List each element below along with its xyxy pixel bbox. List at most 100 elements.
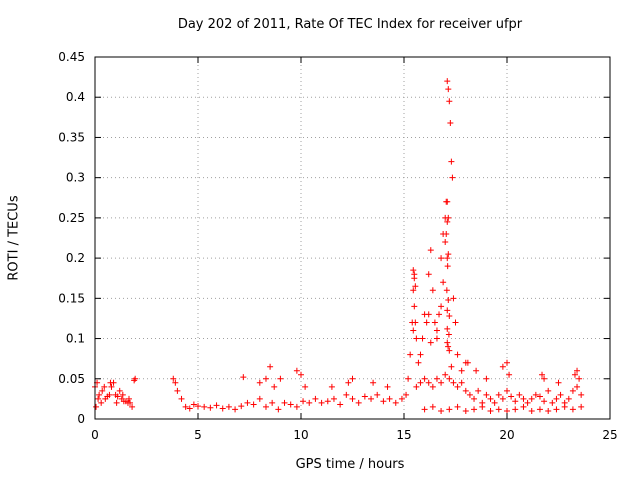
- data-point: [483, 391, 490, 398]
- data-point: [454, 351, 461, 358]
- data-point: [483, 375, 490, 382]
- data-point: [569, 406, 576, 413]
- data-point: [345, 379, 352, 386]
- data-point: [423, 319, 430, 326]
- data-point: [324, 398, 331, 405]
- data-point: [545, 387, 552, 394]
- data-point: [281, 399, 288, 406]
- data-point: [427, 247, 434, 254]
- data-point: [380, 398, 387, 405]
- data-point: [298, 371, 304, 378]
- data-point: [201, 403, 208, 410]
- data-point: [238, 403, 245, 410]
- data-point: [471, 395, 478, 402]
- data-point: [132, 375, 139, 382]
- data-point: [328, 383, 335, 390]
- data-point: [125, 395, 132, 402]
- data-point: [438, 303, 445, 310]
- data-point: [413, 335, 420, 342]
- data-point: [98, 399, 105, 406]
- data-point: [433, 327, 440, 334]
- data-point: [495, 406, 502, 413]
- data-point: [429, 383, 436, 390]
- data-point: [421, 375, 428, 382]
- data-point: [438, 379, 445, 386]
- data-point: [495, 391, 502, 398]
- data-point: [520, 403, 527, 410]
- data-point: [512, 406, 519, 413]
- x-tick-label: 5: [194, 428, 202, 442]
- data-point: [445, 331, 452, 338]
- data-point: [536, 406, 543, 413]
- data-point: [99, 387, 106, 394]
- data-point: [578, 391, 585, 398]
- data-point: [444, 263, 451, 270]
- data-point: [440, 279, 447, 286]
- data-point: [368, 395, 375, 402]
- data-point: [386, 395, 393, 402]
- data-point: [450, 295, 457, 302]
- data-point: [443, 230, 450, 237]
- data-point: [442, 239, 449, 246]
- data-point: [120, 398, 127, 405]
- y-tick-label: 0.2: [66, 251, 85, 265]
- data-point: [445, 214, 452, 221]
- data-point: [444, 307, 451, 314]
- data-point: [520, 395, 527, 402]
- data-point: [172, 379, 179, 386]
- data-point: [536, 393, 543, 400]
- data-point: [487, 395, 494, 402]
- data-point: [473, 367, 480, 374]
- data-point: [417, 351, 424, 358]
- data-point: [541, 398, 548, 405]
- data-point: [532, 391, 539, 398]
- data-point: [330, 395, 337, 402]
- data-point: [417, 379, 424, 386]
- y-tick-label: 0.45: [58, 50, 85, 64]
- plot-border: [94, 56, 611, 420]
- x-tick-label: 25: [602, 428, 617, 442]
- data-point: [293, 403, 300, 410]
- data-point: [553, 395, 560, 402]
- data-point: [464, 359, 471, 366]
- data-point: [454, 403, 461, 410]
- data-point: [491, 399, 498, 406]
- data-point: [487, 407, 494, 414]
- data-point: [112, 391, 119, 398]
- data-point: [293, 367, 300, 374]
- data-point: [555, 379, 562, 386]
- data-point: [445, 343, 452, 350]
- y-tick-label: 0: [77, 412, 85, 426]
- data-point: [405, 375, 412, 382]
- data-point: [349, 395, 356, 402]
- data-point: [445, 86, 452, 93]
- y-tick-label: 0.1: [66, 332, 85, 346]
- x-tick-label: 15: [396, 428, 411, 442]
- data-point: [108, 383, 115, 390]
- data-point: [471, 406, 478, 413]
- data-point: [411, 303, 418, 310]
- data-point: [499, 363, 506, 370]
- data-point: [302, 383, 309, 390]
- data-point: [392, 399, 399, 406]
- data-point: [512, 398, 519, 405]
- data-point: [429, 287, 436, 294]
- data-point: [104, 393, 111, 400]
- data-point: [444, 218, 451, 225]
- data-point: [576, 375, 583, 382]
- data-point: [256, 395, 263, 402]
- data-point: [403, 391, 410, 398]
- data-point: [412, 319, 419, 326]
- data-point: [574, 383, 581, 390]
- data-point: [508, 393, 515, 400]
- data-point: [174, 387, 181, 394]
- data-point: [300, 398, 307, 405]
- data-point: [447, 119, 454, 126]
- y-tick-label: 0.15: [58, 291, 85, 305]
- data-point: [287, 401, 294, 408]
- data-point: [528, 407, 535, 414]
- data-point: [256, 379, 263, 386]
- data-point: [504, 407, 510, 414]
- data-point: [312, 395, 319, 402]
